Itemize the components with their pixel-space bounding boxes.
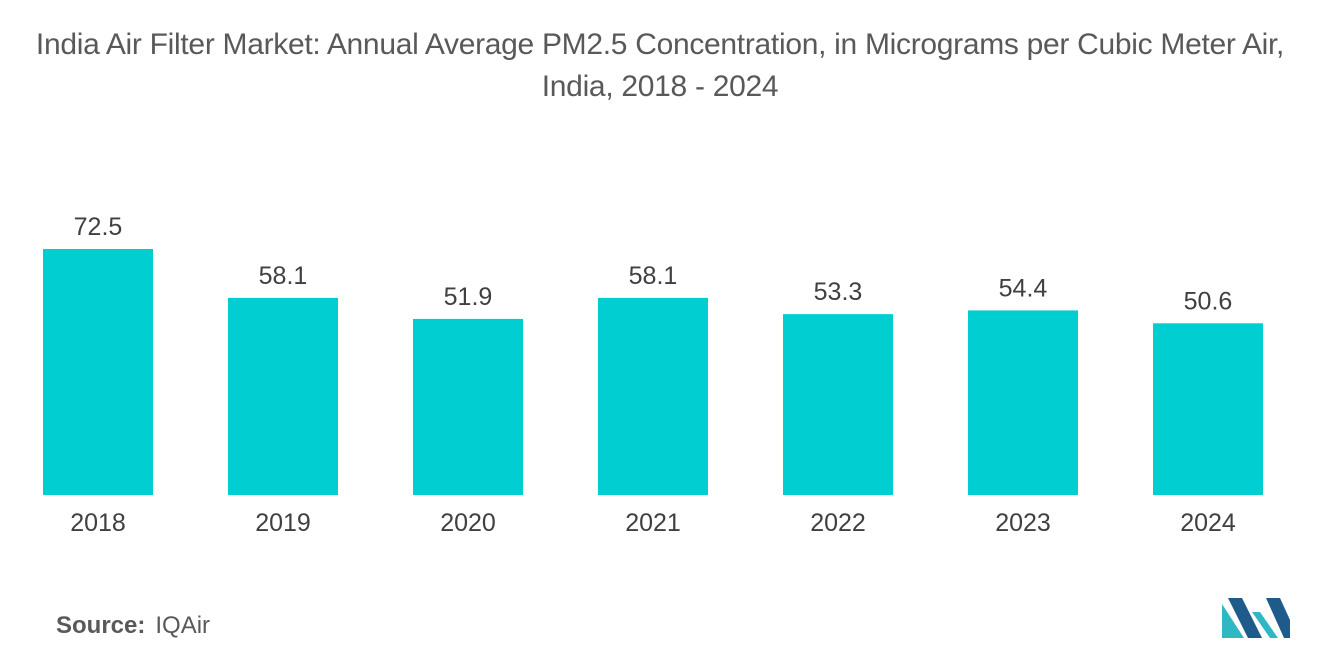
source-note: Source: IQAir bbox=[56, 612, 210, 640]
bar-2018 bbox=[43, 249, 153, 495]
data-label-2021: 58.1 bbox=[629, 262, 678, 290]
data-label-2019: 58.1 bbox=[259, 262, 308, 290]
data-label-2022: 53.3 bbox=[814, 278, 863, 306]
bar-chart: 72.5 2018 58.1 2019 51.9 2020 58.1 2021 53.3 2022… bbox=[43, 213, 1263, 537]
bar-2023 bbox=[968, 310, 1078, 495]
data-label-2024: 50.6 bbox=[1184, 287, 1233, 315]
data-label-2018: 72.5 bbox=[74, 213, 123, 241]
chart-title: India Air Filter Market: Annual Average … bbox=[35, 28, 1285, 103]
x-tick-label-2020: 2020 bbox=[440, 509, 496, 537]
bar-2021 bbox=[598, 297, 708, 495]
x-tick-label-2024: 2024 bbox=[1180, 509, 1236, 537]
data-label-2020: 51.9 bbox=[444, 283, 493, 311]
x-tick-label-2022: 2022 bbox=[810, 509, 866, 537]
x-tick-label-2021: 2021 bbox=[625, 509, 681, 537]
mordor-intelligence-logo-icon bbox=[1222, 598, 1290, 638]
x-tick-label-2023: 2023 bbox=[995, 509, 1051, 537]
bar-2019 bbox=[228, 297, 338, 495]
data-label-2023: 54.4 bbox=[999, 274, 1048, 302]
x-tick-label-2018: 2018 bbox=[70, 509, 126, 537]
bar-2020 bbox=[413, 318, 523, 495]
source-label: Source: bbox=[56, 612, 146, 639]
source-value: IQAir bbox=[155, 612, 211, 639]
bar-2022 bbox=[783, 314, 893, 495]
bar-2024 bbox=[1153, 323, 1263, 495]
x-tick-label-2019: 2019 bbox=[255, 509, 311, 537]
